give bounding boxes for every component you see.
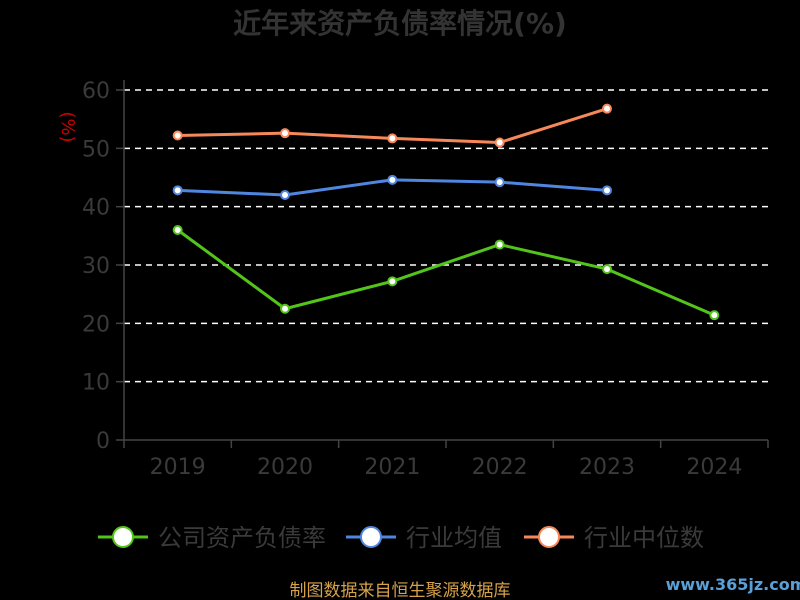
x-tick-label: 2022 <box>472 455 528 480</box>
data-point[interactable] <box>387 133 398 144</box>
data-point[interactable] <box>387 276 398 287</box>
y-tick-label: 60 <box>82 79 110 104</box>
legend-swatch-marker <box>360 526 382 548</box>
legend-swatch-marker <box>538 526 560 548</box>
x-tick-label: 2020 <box>257 455 313 480</box>
data-point[interactable] <box>709 310 720 321</box>
chart-title: 近年来资产负债率情况(%) <box>233 7 567 40</box>
data-point[interactable] <box>494 239 505 250</box>
y-tick-label: 10 <box>82 371 110 396</box>
data-point[interactable] <box>172 185 183 196</box>
data-point[interactable] <box>280 128 290 139</box>
legend-swatch-marker <box>112 526 134 548</box>
data-point[interactable] <box>602 185 612 196</box>
y-tick-label: 20 <box>82 312 110 337</box>
y-tick-label: 30 <box>82 254 110 279</box>
data-point[interactable] <box>387 174 398 185</box>
y-tick-label: 40 <box>82 196 110 221</box>
y-unit-label: (%) <box>57 111 78 142</box>
legend-item-1[interactable]: 行业均值 <box>346 524 502 552</box>
source-note: 制图数据来自恒生聚源数据库 <box>290 581 511 600</box>
legend-item-2[interactable]: 行业中位数 <box>524 524 704 552</box>
x-tick-label: 2024 <box>686 455 742 480</box>
data-point[interactable] <box>172 225 183 235</box>
series-line-0 <box>176 228 715 317</box>
y-tick-label: 0 <box>96 429 110 454</box>
data-point[interactable] <box>494 177 505 188</box>
x-tick-label: 2021 <box>364 455 420 480</box>
data-point[interactable] <box>602 264 612 275</box>
data-point[interactable] <box>280 303 290 314</box>
series-lines <box>172 103 720 321</box>
y-tick-label: 50 <box>82 137 110 162</box>
legend-item-0[interactable]: 公司资产负债率 <box>98 524 326 552</box>
watermark: www.365jz.com <box>666 575 800 594</box>
data-point[interactable] <box>172 130 183 141</box>
legend-label: 公司资产负债率 <box>158 524 326 552</box>
data-point[interactable] <box>602 103 612 114</box>
axes: 0 10 20 30 40 50 60 2019 2020 2021 2022 2023 2024 <box>82 79 769 480</box>
legend[interactable]: 公司资产负债率 行业均值 行业中位数 <box>98 524 704 552</box>
x-tick-label: 2023 <box>579 455 635 480</box>
x-tick-label: 2019 <box>150 455 206 480</box>
legend-label: 行业均值 <box>406 524 502 552</box>
data-point[interactable] <box>280 190 290 200</box>
gridlines <box>124 89 768 383</box>
data-point[interactable] <box>494 137 505 148</box>
legend-label: 行业中位数 <box>584 524 704 552</box>
